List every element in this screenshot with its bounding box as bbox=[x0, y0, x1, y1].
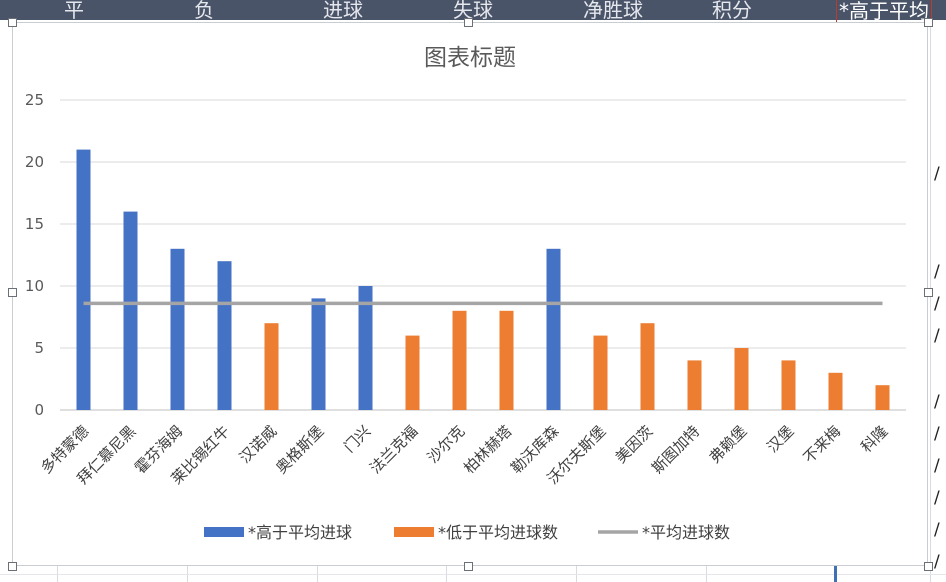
y-tick-label: 0 bbox=[34, 401, 44, 419]
bar-below-average[interactable] bbox=[687, 360, 702, 410]
column-header-points[interactable]: 积分 bbox=[712, 0, 752, 22]
resize-handle-bottom-right[interactable] bbox=[924, 562, 933, 571]
resize-handle-top-left[interactable] bbox=[8, 18, 17, 27]
bar-above-average[interactable] bbox=[311, 298, 326, 410]
cell-fragment[interactable]: / bbox=[934, 488, 940, 508]
bar-below-average[interactable] bbox=[734, 348, 749, 410]
bar-below-average[interactable] bbox=[781, 360, 796, 410]
y-tick-label: 25 bbox=[25, 91, 44, 109]
cell-fragment[interactable]: / bbox=[934, 164, 940, 184]
bar-below-average[interactable] bbox=[264, 323, 279, 410]
y-tick-label: 5 bbox=[34, 339, 44, 357]
grid-line bbox=[0, 574, 946, 575]
cell-fragment[interactable]: / bbox=[934, 326, 940, 346]
column-header-goals-against[interactable]: 失球 bbox=[453, 0, 493, 22]
column-header-goals-for[interactable]: 进球 bbox=[323, 0, 363, 22]
cell-fragment[interactable]: / bbox=[934, 520, 940, 540]
bar-below-average[interactable] bbox=[640, 323, 655, 410]
x-category-label: 沙尔克 bbox=[424, 422, 469, 467]
bar-below-average[interactable] bbox=[593, 335, 608, 410]
x-category-label: 汉堡 bbox=[763, 422, 797, 456]
y-tick-label: 15 bbox=[25, 215, 44, 233]
resize-handle-left[interactable] bbox=[8, 288, 17, 297]
bar-above-average[interactable] bbox=[170, 248, 185, 410]
x-category-label: 汉诺威 bbox=[236, 422, 281, 467]
column-header-goal-difference[interactable]: 净胜球 bbox=[583, 0, 643, 22]
cell-fragment[interactable]: / bbox=[934, 456, 940, 476]
cell-fragment[interactable]: / bbox=[934, 392, 940, 412]
resize-handle-bottom-left[interactable] bbox=[8, 562, 17, 571]
selection-indicator bbox=[834, 566, 837, 582]
x-category-label: 美因茨 bbox=[612, 422, 657, 467]
column-header-draws[interactable]: 平 bbox=[64, 0, 84, 22]
bar-below-average[interactable] bbox=[828, 372, 843, 410]
x-category-label: 弗赖堡 bbox=[706, 422, 751, 467]
column-header-losses[interactable]: 负 bbox=[194, 0, 214, 22]
legend-swatch-below-average bbox=[394, 527, 434, 537]
x-category-label: 不来梅 bbox=[800, 422, 845, 467]
y-tick-label: 20 bbox=[25, 153, 44, 171]
bar-above-average[interactable] bbox=[76, 149, 91, 410]
bar-below-average[interactable] bbox=[452, 310, 467, 410]
chart-title[interactable]: 图表标题 bbox=[424, 45, 516, 71]
x-category-label: 奥格斯堡 bbox=[272, 422, 327, 477]
bar-above-average[interactable] bbox=[546, 248, 561, 410]
legend-swatch-above-average bbox=[204, 527, 244, 537]
cell-fragment[interactable]: / bbox=[934, 424, 940, 444]
grid-line bbox=[930, 20, 931, 582]
x-category-label: 斯图加特 bbox=[648, 422, 703, 477]
bar-below-average[interactable] bbox=[405, 335, 420, 410]
x-category-label: 法兰克福 bbox=[366, 422, 421, 477]
x-category-label: 柏林赫塔 bbox=[460, 422, 515, 477]
resize-handle-top-right[interactable] bbox=[924, 18, 933, 27]
resize-handle-bottom[interactable] bbox=[464, 562, 473, 571]
legend-label[interactable]: *平均进球数 bbox=[642, 523, 730, 542]
bar-above-average[interactable] bbox=[123, 211, 138, 410]
spreadsheet-column-header-row: 平 负 进球 失球 净胜球 积分 *高于平均 bbox=[0, 0, 946, 25]
bar-above-average[interactable] bbox=[217, 261, 232, 410]
y-tick-label: 10 bbox=[25, 277, 44, 295]
x-category-label: 门兴 bbox=[340, 422, 374, 456]
cell-fragment[interactable]: / bbox=[934, 552, 940, 572]
resize-handle-right[interactable] bbox=[924, 288, 933, 297]
bar-above-average[interactable] bbox=[358, 286, 373, 410]
bar-below-average[interactable] bbox=[499, 310, 514, 410]
legend-label[interactable]: *低于平均进球数 bbox=[438, 523, 558, 542]
x-category-label: 科隆 bbox=[857, 422, 891, 456]
cell-fragment[interactable]: / bbox=[934, 294, 940, 314]
cell-fragment[interactable]: / bbox=[934, 262, 940, 282]
resize-handle-top[interactable] bbox=[464, 18, 473, 27]
legend-label[interactable]: *高于平均进球 bbox=[248, 523, 352, 542]
bar-below-average[interactable] bbox=[875, 385, 890, 410]
